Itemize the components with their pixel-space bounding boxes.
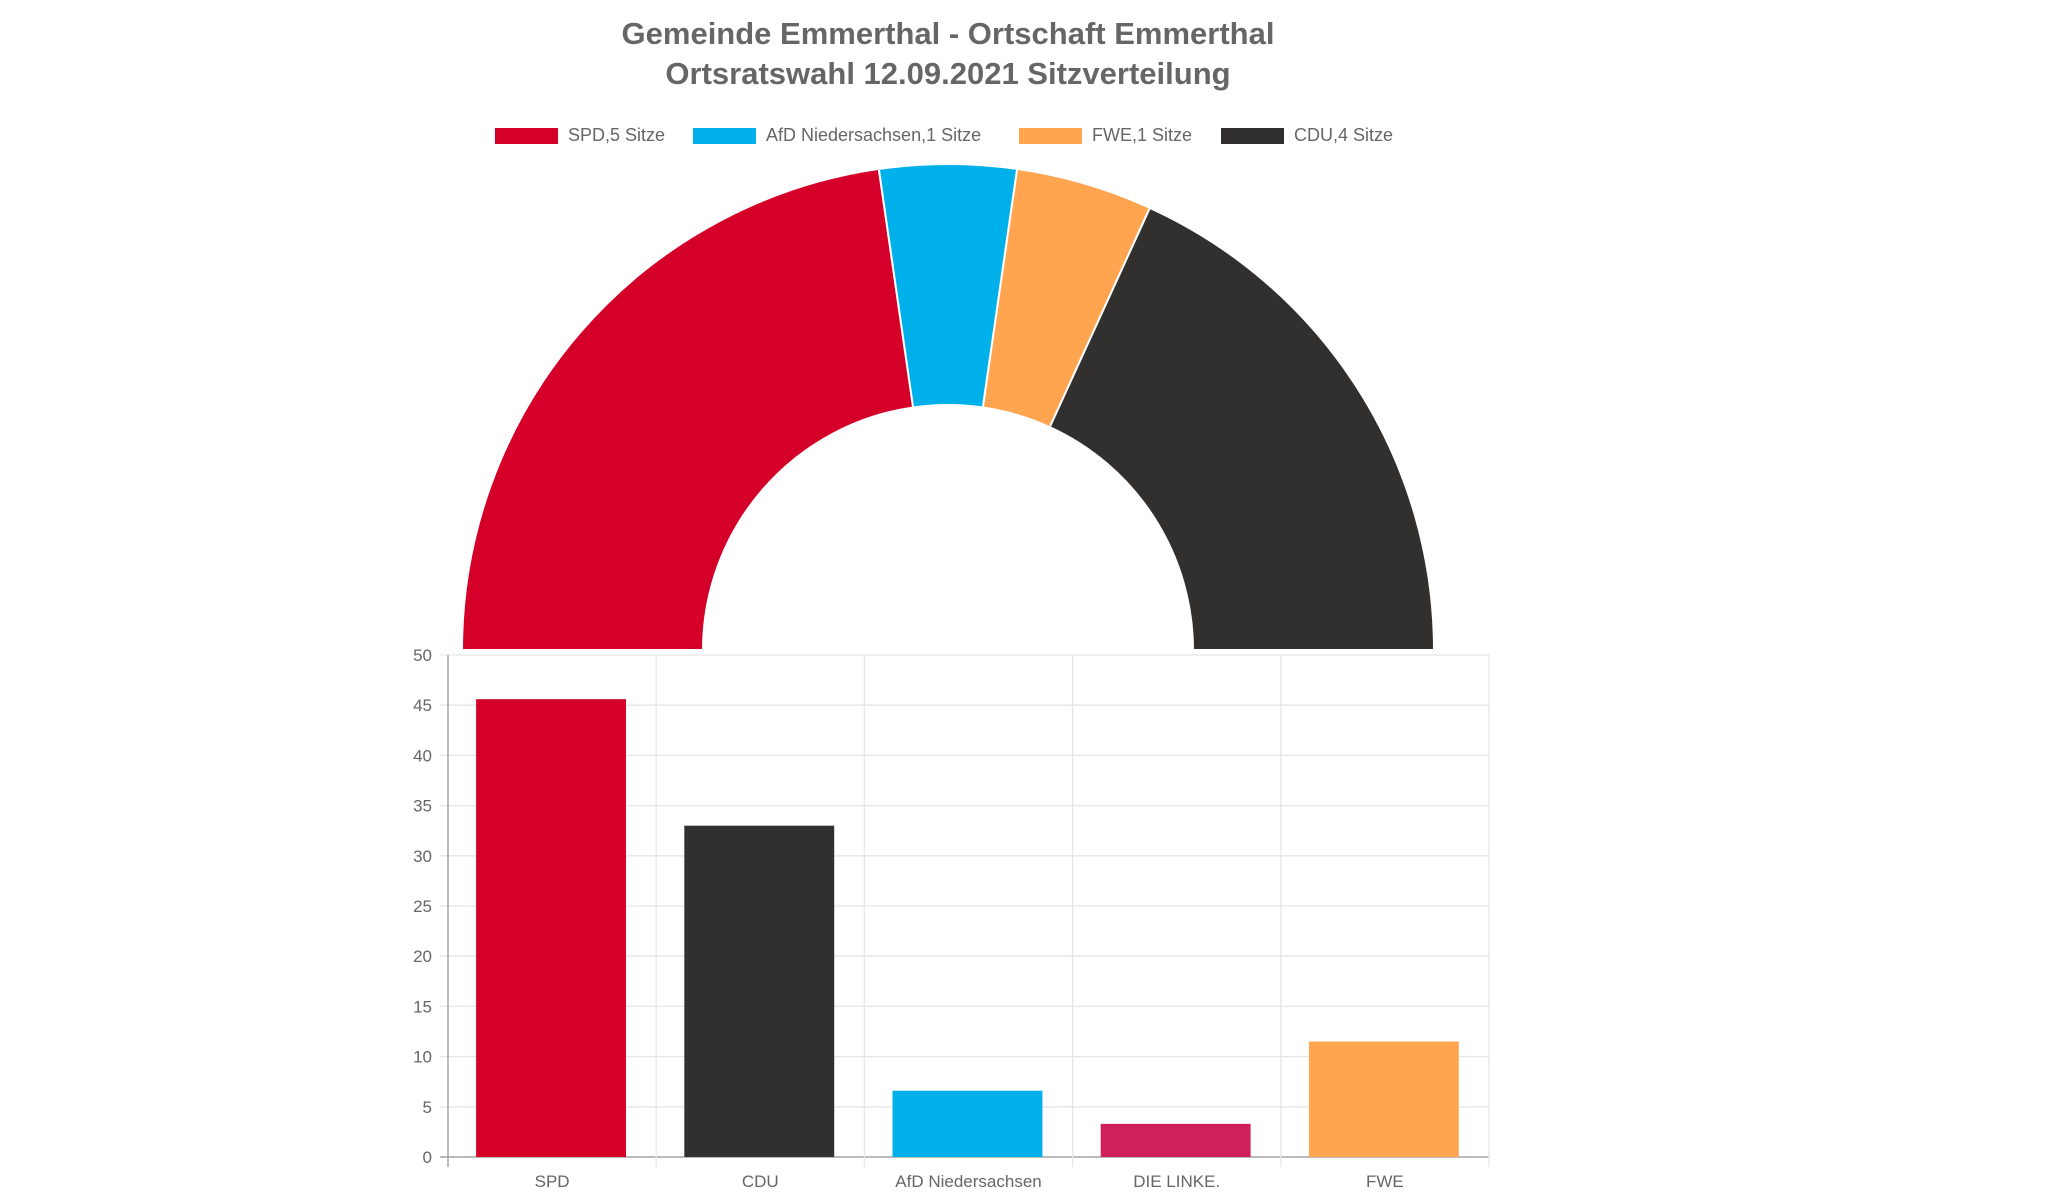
vote-share-bar-chart: 0 5 10 15 20 25 30 35 40 45 50 SPD CDU AfD Niedersach… [413,646,1490,1191]
donut-slice[interactable] [460,167,915,651]
legend-label[interactable]: FWE,1 Sitze [1092,125,1192,145]
legend-label[interactable]: SPD,5 Sitze [568,125,665,145]
donut-slice[interactable] [1048,206,1436,651]
y-tick-label: 5 [423,1098,432,1117]
bar-spd[interactable] [476,699,627,1157]
bar-fwe[interactable] [1308,1041,1459,1157]
y-tick-label: 0 [423,1148,432,1167]
chart-title-line-1: Gemeinde Emmerthal - Ortschaft Emmerthal [622,16,1275,51]
y-tick-label: 25 [413,897,432,916]
chart-title-line-2: Ortsratswahl 12.09.2021 Sitzverteilung [665,56,1230,91]
y-tick-label: 50 [413,646,432,665]
legend-swatch [1019,128,1082,144]
x-tick-label: CDU [742,1172,779,1191]
x-tick-label: DIE LINKE. [1133,1172,1220,1191]
y-tick-label: 35 [413,797,432,816]
legend-label[interactable]: CDU,4 Sitze [1294,125,1393,145]
y-tick-label: 15 [413,997,432,1016]
seat-distribution-half-donut [460,163,1436,651]
y-tick-label: 40 [413,746,432,765]
y-tick-label: 45 [413,696,432,715]
bar-die-linke[interactable] [1100,1123,1251,1157]
legend-swatch [1221,128,1284,144]
y-tick-label: 10 [413,1048,432,1067]
bar-cdu[interactable] [684,825,835,1157]
y-tick-label: 30 [413,847,432,866]
x-tick-label: FWE [1366,1172,1404,1191]
y-tick-label: 20 [413,947,432,966]
bar-afd-niedersachsen[interactable] [892,1090,1043,1157]
legend-label[interactable]: AfD Niedersachsen,1 Sitze [766,125,981,145]
x-tick-label: SPD [535,1172,570,1191]
legend: SPD,5 Sitze AfD Niedersachsen,1 Sitze FWE,… [495,125,1393,145]
legend-swatch [495,128,558,144]
x-tick-label: AfD Niedersachsen [895,1172,1041,1191]
legend-swatch [693,128,756,144]
